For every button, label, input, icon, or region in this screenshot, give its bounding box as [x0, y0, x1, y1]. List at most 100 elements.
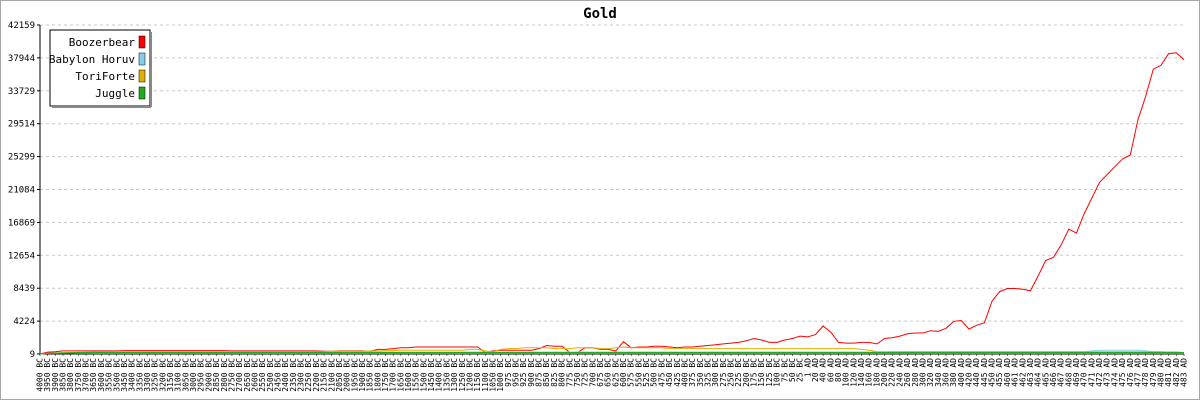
x-tick-label: 475 AD	[1118, 358, 1127, 387]
x-tick-label: 1800 BC	[373, 358, 382, 392]
y-tick-label: 25299	[8, 153, 35, 163]
x-tick-label: 425 BC	[673, 358, 682, 387]
x-tick-label: 2250 BC	[304, 358, 313, 392]
x-tick-label: 470 AD	[1080, 358, 1089, 387]
x-tick-label: 2800 BC	[220, 358, 229, 392]
y-tick-label: 37944	[8, 54, 35, 64]
x-tick-label: 2900 BC	[204, 358, 213, 392]
x-tick-label: 1700 BC	[389, 358, 398, 392]
x-tick-label: 400 BC	[680, 358, 689, 387]
x-tick-label: 475 BC	[657, 358, 666, 387]
x-tick-label: 462 AD	[1018, 358, 1027, 387]
x-tick-label: 850 BC	[542, 358, 551, 387]
x-tick-label: 464 AD	[1034, 358, 1043, 387]
x-tick-label: 925 BC	[519, 358, 528, 387]
x-tick-label: 1150 BC	[473, 358, 482, 392]
x-tick-label: 340 AD	[934, 358, 943, 387]
x-tick-label: 3150 BC	[166, 358, 175, 392]
x-tick-label: 474 AD	[1110, 358, 1119, 387]
x-tick-label: 1950 BC	[350, 358, 359, 392]
x-tick-label: 2850 BC	[212, 358, 221, 392]
x-tick-label: 260 AD	[903, 358, 912, 387]
x-tick-label: 75 BC	[780, 358, 789, 382]
x-tick-label: 300 BC	[711, 358, 720, 387]
x-tick-label: 120 AD	[849, 358, 858, 387]
x-tick-label: 1450 BC	[427, 358, 436, 392]
x-tick-label: 473 AD	[1103, 358, 1112, 387]
x-tick-label: 3450 BC	[120, 358, 129, 392]
x-tick-label: 3550 BC	[105, 358, 114, 392]
x-tick-label: 625 BC	[611, 358, 620, 387]
x-tick-label: 240 AD	[895, 358, 904, 387]
x-tick-label: 3050 BC	[181, 358, 190, 392]
x-tick-label: 400 AD	[957, 358, 966, 387]
x-tick-label: 100 BC	[773, 358, 782, 387]
x-tick-label: 225 BC	[734, 358, 743, 387]
legend-swatch	[138, 35, 146, 49]
x-tick-label: 3700 BC	[82, 358, 91, 392]
x-tick-label: 3800 BC	[66, 358, 75, 392]
x-tick-label: 472 AD	[1095, 358, 1104, 387]
x-tick-label: 180 AD	[872, 358, 881, 387]
x-tick-label: 1000 BC	[496, 358, 505, 392]
x-tick-label: 1350 BC	[442, 358, 451, 392]
x-tick-label: 3250 BC	[151, 358, 160, 392]
x-tick-label: 4000 BC	[36, 358, 45, 392]
x-tick-label: 600 BC	[619, 358, 628, 387]
x-tick-label: 1100 BC	[481, 358, 490, 392]
x-tick-label: 2750 BC	[227, 358, 236, 392]
x-tick-label: 2000 BC	[343, 358, 352, 392]
x-tick-label: 140 AD	[857, 358, 866, 387]
x-tick-label: 350 BC	[696, 358, 705, 387]
x-tick-label: 3900 BC	[51, 358, 60, 392]
x-tick-label: 479 AD	[1149, 358, 1158, 387]
x-tick-label: 478 AD	[1141, 358, 1150, 387]
y-axis-ticks: 9 4224 8439 12654 16869 21084 25299 29514 33729 3…	[8, 21, 40, 360]
x-tick-label: 450 BC	[665, 358, 674, 387]
x-tick-label: 200 BC	[742, 358, 751, 387]
x-tick-label: 467 AD	[1057, 358, 1066, 387]
x-tick-label: 175 BC	[750, 358, 759, 387]
x-tick-label: 220 AD	[888, 358, 897, 387]
x-tick-label: 60 AD	[826, 358, 835, 382]
y-tick-label: 29514	[8, 120, 35, 130]
x-tick-label: 2600 BC	[250, 358, 259, 392]
x-tick-label: 80 AD	[834, 358, 843, 382]
x-tick-label: 3950 BC	[43, 358, 52, 392]
x-tick-label: 445 AD	[980, 358, 989, 387]
x-tick-label: 875 BC	[535, 358, 544, 387]
legend: Boozerbear Babylon Horuv ToriForte Juggle	[49, 29, 152, 108]
x-tick-label: 3350 BC	[135, 358, 144, 392]
x-tick-label: 461 AD	[1011, 358, 1020, 387]
x-tick-label: 3600 BC	[97, 358, 106, 392]
x-tick-label: 825 BC	[550, 358, 559, 387]
x-tick-label: 380 AD	[949, 358, 958, 387]
x-tick-label: 800 BC	[558, 358, 567, 387]
x-tick-label: 3100 BC	[174, 358, 183, 392]
y-tick-label: 42159	[8, 21, 35, 31]
x-tick-label: 455 AD	[995, 358, 1004, 387]
x-tick-label: 975 BC	[504, 358, 513, 387]
x-tick-label: 1200 BC	[465, 358, 474, 392]
x-tick-label: 1 AD	[803, 358, 812, 377]
series-line	[39, 346, 1184, 355]
x-tick-label: 250 BC	[727, 358, 736, 387]
x-tick-label: 1300 BC	[450, 358, 459, 392]
x-tick-label: 100 AD	[842, 358, 851, 387]
y-tick-label: 21084	[8, 186, 35, 196]
legend-swatch	[138, 52, 146, 66]
series-lines	[39, 52, 1185, 355]
x-tick-label: 463 AD	[1026, 358, 1035, 387]
y-tick-label: 9	[30, 350, 35, 360]
x-tick-label: 500 BC	[650, 358, 659, 387]
x-tick-label: 2100 BC	[327, 358, 336, 392]
y-tick-label: 8439	[13, 284, 35, 294]
x-tick-label: 575 BC	[627, 358, 636, 387]
x-tick-label: 160 AD	[865, 358, 874, 387]
x-tick-label: 480 AD	[1156, 358, 1165, 387]
x-tick-label: 40 AD	[819, 358, 828, 382]
